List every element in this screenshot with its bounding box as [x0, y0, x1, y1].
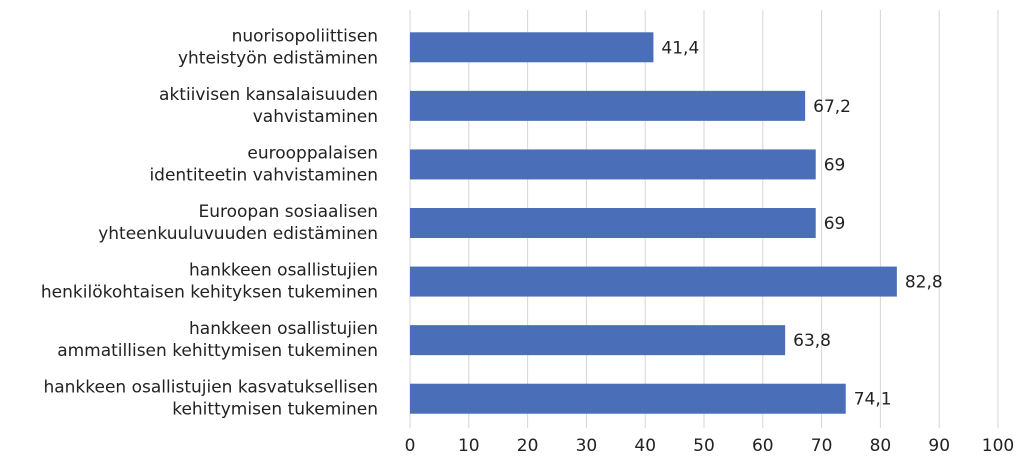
x-tick-label: 70: [811, 436, 833, 456]
x-tick-label: 80: [870, 436, 892, 456]
y-tick-label: nuorisopoliittisen yhteistyön edistäminen: [178, 26, 378, 68]
x-tick-label: 20: [517, 436, 539, 456]
x-tick-label: 90: [928, 436, 950, 456]
value-label: 69: [824, 155, 846, 175]
y-tick-label: hankkeen osallistujien kasvatuksellisen k…: [43, 378, 378, 420]
bar: [410, 325, 786, 356]
bar: [410, 32, 654, 63]
bar: [410, 383, 846, 414]
y-tick-label: aktiivisen kansalaisuuden vahvistaminen: [159, 85, 378, 127]
bar: [410, 149, 816, 180]
bar: [410, 90, 806, 121]
x-tick-label: 60: [752, 436, 774, 456]
value-label: 82,8: [905, 273, 943, 293]
bar: [410, 266, 897, 297]
value-label: 74,1: [854, 390, 892, 410]
value-label: 63,8: [793, 331, 831, 351]
x-tick-label: 10: [458, 436, 480, 456]
x-tick-label: 30: [576, 436, 598, 456]
value-label: 67,2: [813, 97, 851, 117]
x-tick-label: 100: [982, 436, 1014, 456]
y-tick-label: hankkeen osallistujien ammatillisen kehit…: [57, 319, 378, 361]
y-tick-label: hankkeen osallistujien henkilökohtaisen k…: [41, 261, 378, 303]
x-tick-label: 40: [634, 436, 656, 456]
bar: [410, 208, 816, 238]
value-label: 41,4: [661, 38, 699, 58]
y-tick-label: eurooppalaisen identiteetin vahvistaminen: [149, 143, 378, 185]
y-tick-label: Euroopan sosiaalisen yhteenkuuluvuuden ed…: [98, 202, 378, 244]
x-tick-label: 0: [405, 436, 416, 456]
value-label: 69: [824, 214, 846, 234]
x-tick-label: 50: [693, 436, 715, 456]
